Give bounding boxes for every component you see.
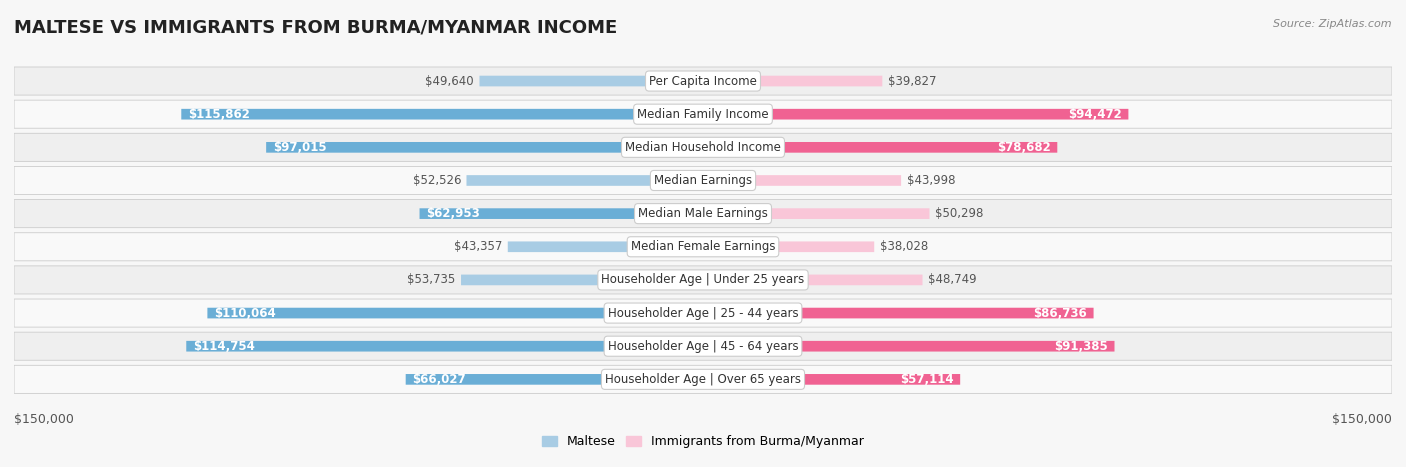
Text: MALTESE VS IMMIGRANTS FROM BURMA/MYANMAR INCOME: MALTESE VS IMMIGRANTS FROM BURMA/MYANMAR… [14,19,617,37]
FancyBboxPatch shape [406,374,703,385]
Text: $114,754: $114,754 [193,340,254,353]
Text: Householder Age | 25 - 44 years: Householder Age | 25 - 44 years [607,306,799,319]
Text: Householder Age | Over 65 years: Householder Age | Over 65 years [605,373,801,386]
Text: Per Capita Income: Per Capita Income [650,75,756,87]
FancyBboxPatch shape [208,308,703,318]
Text: $66,027: $66,027 [412,373,465,386]
Text: $150,000: $150,000 [1331,413,1392,426]
FancyBboxPatch shape [181,109,703,120]
Text: Median Male Earnings: Median Male Earnings [638,207,768,220]
Text: $50,298: $50,298 [935,207,983,220]
FancyBboxPatch shape [14,332,1392,360]
Text: $43,998: $43,998 [907,174,955,187]
FancyBboxPatch shape [508,241,703,252]
Text: $57,114: $57,114 [900,373,953,386]
Text: $39,827: $39,827 [887,75,936,87]
FancyBboxPatch shape [461,275,703,285]
Text: Median Earnings: Median Earnings [654,174,752,187]
FancyBboxPatch shape [703,76,883,86]
FancyBboxPatch shape [703,308,1094,318]
FancyBboxPatch shape [419,208,703,219]
Text: $62,953: $62,953 [426,207,479,220]
FancyBboxPatch shape [703,109,1129,120]
FancyBboxPatch shape [703,241,875,252]
FancyBboxPatch shape [703,341,1115,352]
FancyBboxPatch shape [14,67,1392,95]
FancyBboxPatch shape [266,142,703,153]
FancyBboxPatch shape [186,341,703,352]
FancyBboxPatch shape [479,76,703,86]
Text: $115,862: $115,862 [188,108,250,120]
Text: Median Female Earnings: Median Female Earnings [631,241,775,253]
Text: $150,000: $150,000 [14,413,75,426]
Text: $48,749: $48,749 [928,273,977,286]
Text: $49,640: $49,640 [426,75,474,87]
FancyBboxPatch shape [703,275,922,285]
FancyBboxPatch shape [14,266,1392,294]
Text: $43,357: $43,357 [454,241,502,253]
FancyBboxPatch shape [14,233,1392,261]
FancyBboxPatch shape [703,175,901,186]
Text: $94,472: $94,472 [1069,108,1122,120]
FancyBboxPatch shape [14,100,1392,128]
Text: Median Household Income: Median Household Income [626,141,780,154]
Text: $91,385: $91,385 [1054,340,1108,353]
FancyBboxPatch shape [467,175,703,186]
Text: Median Family Income: Median Family Income [637,108,769,120]
Text: $97,015: $97,015 [273,141,326,154]
FancyBboxPatch shape [14,299,1392,327]
Legend: Maltese, Immigrants from Burma/Myanmar: Maltese, Immigrants from Burma/Myanmar [537,430,869,453]
FancyBboxPatch shape [14,365,1392,393]
Text: $78,682: $78,682 [997,141,1050,154]
Text: $110,064: $110,064 [214,306,276,319]
FancyBboxPatch shape [14,199,1392,228]
Text: $38,028: $38,028 [880,241,928,253]
Text: $53,735: $53,735 [408,273,456,286]
Text: $86,736: $86,736 [1033,306,1087,319]
FancyBboxPatch shape [703,142,1057,153]
FancyBboxPatch shape [14,166,1392,195]
Text: $52,526: $52,526 [412,174,461,187]
Text: Householder Age | Under 25 years: Householder Age | Under 25 years [602,273,804,286]
FancyBboxPatch shape [14,133,1392,162]
FancyBboxPatch shape [703,208,929,219]
Text: Source: ZipAtlas.com: Source: ZipAtlas.com [1274,19,1392,28]
FancyBboxPatch shape [703,374,960,385]
Text: Householder Age | 45 - 64 years: Householder Age | 45 - 64 years [607,340,799,353]
